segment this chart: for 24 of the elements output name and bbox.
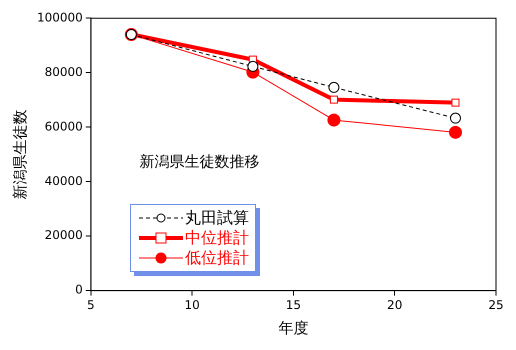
x-tick-label: 10	[184, 298, 200, 312]
y-tick-label: 80000	[44, 64, 83, 79]
x-tick-label: 25	[488, 298, 504, 312]
y-axis-title: 新潟県生徒数	[10, 109, 29, 200]
x-tick-label: 20	[387, 298, 402, 312]
legend-label: 低位推計	[185, 248, 249, 268]
point	[450, 112, 461, 124]
point	[448, 126, 462, 139]
legend-label: 丸田試算	[185, 208, 249, 228]
x-tick-label: 5	[86, 298, 95, 312]
point	[327, 114, 340, 127]
x-axis-title: 年度	[278, 318, 308, 337]
point	[451, 98, 460, 107]
x-tick-label: 15	[286, 298, 302, 312]
annotation: 新潟県生徒数推移	[139, 152, 260, 170]
y-tick-label: 0	[75, 282, 83, 297]
point	[330, 96, 338, 104]
y-tick-label: 40000	[44, 174, 83, 188]
y-tick-label: 60000	[44, 119, 83, 134]
legend-label: 中位推計	[185, 228, 249, 248]
y-tick-label: 20000	[44, 228, 83, 242]
point	[328, 82, 340, 93]
point	[247, 60, 258, 72]
y-tick-label: 100000	[36, 10, 83, 24]
